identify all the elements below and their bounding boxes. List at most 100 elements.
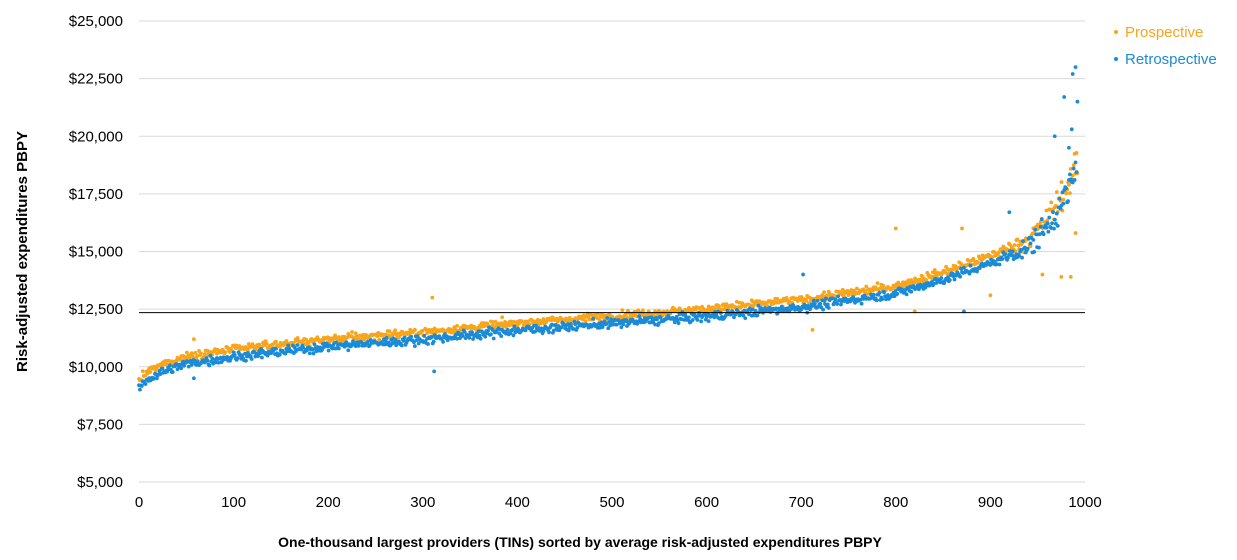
scatter-point <box>690 318 695 322</box>
scatter-point <box>1033 227 1038 232</box>
scatter-point <box>205 358 210 363</box>
scatter-point <box>774 306 779 311</box>
scatter-point <box>1047 215 1052 220</box>
legend-label: Prospective <box>1125 24 1203 41</box>
scatter-point <box>1039 217 1044 222</box>
scatter-point <box>559 325 564 330</box>
scatter-point <box>195 359 200 364</box>
scatter-point <box>153 368 158 373</box>
scatter-point <box>719 307 724 312</box>
scatter-point <box>968 263 973 268</box>
scatter-point <box>544 320 549 325</box>
scatter-point <box>1064 186 1069 191</box>
scatter-point <box>184 350 189 355</box>
scatter-point <box>697 306 702 311</box>
series-prospective <box>137 151 1080 383</box>
scatter-point <box>967 271 972 276</box>
scatter-point <box>463 336 468 341</box>
scatter-point <box>321 339 325 343</box>
scatter-point <box>815 298 820 303</box>
scatter-point <box>801 272 805 277</box>
scatter-point <box>311 351 316 356</box>
scatter-point <box>994 262 999 267</box>
scatter-point <box>235 356 240 361</box>
y-tick-label: $7,500 <box>77 416 123 433</box>
legend-marker <box>1114 30 1118 34</box>
scatter-point <box>353 344 358 348</box>
scatter-point <box>152 376 156 381</box>
scatter-point <box>1041 232 1046 237</box>
scatter-point <box>1073 65 1078 69</box>
scatter-point <box>193 350 198 355</box>
scatter-point <box>1072 178 1077 182</box>
scatter-point <box>1074 151 1079 155</box>
scatter-point <box>895 291 900 296</box>
scatter-point <box>160 366 165 371</box>
scatter-point <box>539 326 544 331</box>
scatter-point <box>636 319 641 324</box>
scatter-point <box>706 319 711 324</box>
scatter-point <box>912 281 917 285</box>
scatter-point <box>1013 249 1018 254</box>
scatter-point <box>1052 226 1056 231</box>
scatter-point <box>199 351 203 356</box>
scatter-point <box>996 250 1001 255</box>
scatter-point <box>779 304 784 309</box>
y-axis-label: Risk-adjusted expenditures PBPY <box>14 131 31 372</box>
y-tick-label: $25,000 <box>69 13 123 30</box>
scatter-point <box>1073 231 1078 235</box>
legend-label: Retrospective <box>1125 51 1217 68</box>
scatter-point <box>191 376 196 381</box>
scatter-point <box>620 308 625 313</box>
scatter-point <box>612 318 617 322</box>
scatter-point <box>851 295 856 300</box>
scatter-point <box>547 330 551 335</box>
scatter-point <box>607 320 612 324</box>
scatter-point <box>799 295 804 299</box>
x-tick-label: 1000 <box>1068 494 1101 511</box>
scatter-point <box>350 330 354 334</box>
scatter-point <box>824 296 828 301</box>
scatter-point <box>344 340 349 345</box>
scatter-point <box>1068 166 1073 171</box>
scatter-point <box>386 340 391 345</box>
scatter-point <box>218 355 223 360</box>
scatter-point <box>1075 99 1080 104</box>
scatter-point <box>291 340 296 345</box>
scatter-point <box>591 316 596 321</box>
scatter-point <box>168 363 172 368</box>
scatter-point <box>1007 210 1012 215</box>
scatter-point <box>1061 197 1066 202</box>
scatter-point <box>1032 249 1037 254</box>
scatter-point <box>810 327 815 332</box>
scatter-point <box>881 283 886 288</box>
scatter-point <box>747 312 751 317</box>
scatter-point <box>1055 223 1060 228</box>
scatter-point <box>429 335 434 340</box>
scatter-point <box>1067 182 1071 187</box>
scatter-point <box>748 303 753 308</box>
scatter-point <box>409 334 414 339</box>
scatter-point <box>611 322 615 327</box>
scatter-point <box>1028 241 1033 246</box>
scatter-point <box>512 324 517 329</box>
scatter-point <box>1049 200 1054 205</box>
scatter-point <box>430 295 435 300</box>
scatter-point <box>939 276 944 281</box>
scatter-point <box>422 334 427 338</box>
scatter-point <box>377 337 382 342</box>
scatter-point <box>1052 134 1057 139</box>
scatter-point <box>489 332 493 337</box>
scatter-point <box>619 325 624 330</box>
scatter-point <box>256 354 261 358</box>
scatter-point <box>1046 229 1051 234</box>
scatter-point <box>541 317 546 321</box>
x-tick-label: 500 <box>599 494 624 511</box>
scatter-point <box>478 336 483 341</box>
scatter-point <box>646 315 651 320</box>
scatter-point <box>490 323 495 328</box>
y-tick-label: $15,000 <box>69 244 123 261</box>
scatter-point <box>877 290 882 295</box>
scatter-point <box>519 319 524 323</box>
data-points <box>137 65 1080 392</box>
